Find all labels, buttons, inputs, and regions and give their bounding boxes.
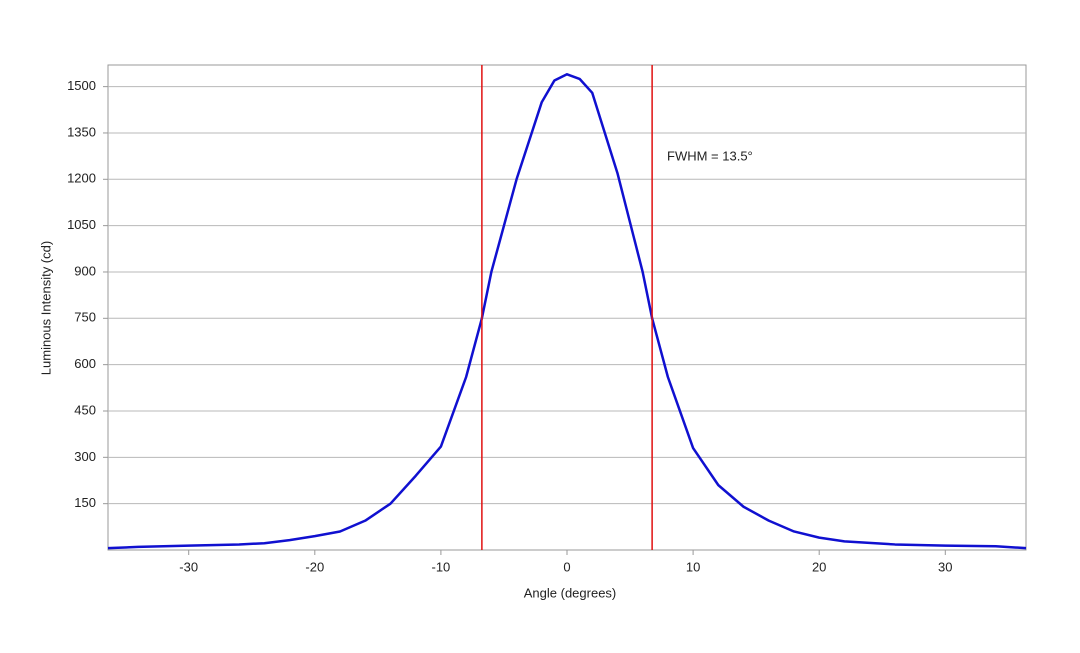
x-tick-label: 10 <box>686 559 700 574</box>
annotation: FWHM = 13.5° <box>667 148 753 163</box>
x-tick-label: 0 <box>563 559 570 574</box>
y-tick-label: 750 <box>74 310 96 325</box>
y-tick-label: 900 <box>74 263 96 278</box>
y-tick-label: 1050 <box>67 217 96 232</box>
y-tick-label: 600 <box>74 356 96 371</box>
y-axis-label: Luminous Intensity (cd) <box>38 241 53 375</box>
y-tick-label: 1200 <box>67 171 96 186</box>
x-tick-label: -30 <box>179 559 198 574</box>
x-tick-label: -20 <box>305 559 324 574</box>
y-tick-label: 300 <box>74 449 96 464</box>
y-tick-label: 1350 <box>67 124 96 139</box>
x-tick-label: 20 <box>812 559 826 574</box>
x-tick-label: -10 <box>432 559 451 574</box>
x-tick-label: 30 <box>938 559 952 574</box>
line <box>107 73 1027 550</box>
y-tick-label: 150 <box>74 495 96 510</box>
x-axis-label: Angle (degrees) <box>524 585 617 600</box>
y-tick-label: 1500 <box>67 78 96 93</box>
y-tick-label: 450 <box>74 402 96 417</box>
plot-frame <box>107 64 1027 551</box>
